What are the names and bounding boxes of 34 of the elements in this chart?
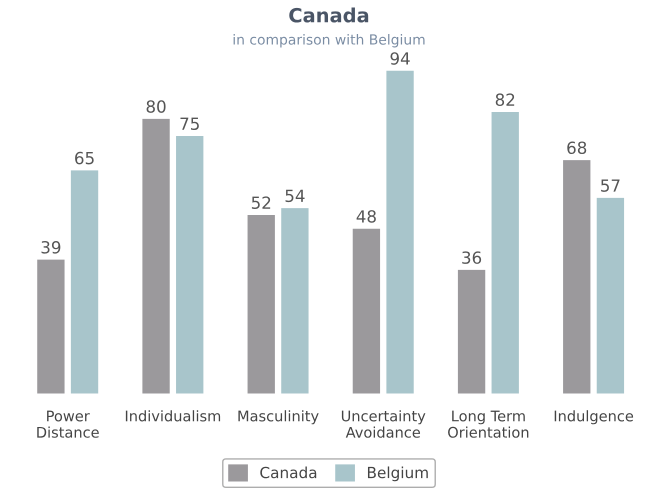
data-label: 94 bbox=[390, 52, 410, 65]
bar bbox=[386, 70, 414, 394]
data-label: 48 bbox=[356, 210, 376, 223]
bar bbox=[142, 118, 170, 394]
data-label: 68 bbox=[567, 141, 586, 154]
legend-label: Canada bbox=[260, 466, 316, 478]
bar bbox=[458, 270, 486, 394]
data-label: 75 bbox=[180, 118, 199, 130]
data-label: 52 bbox=[252, 196, 270, 209]
x-tick-label: Individualism bbox=[126, 410, 220, 422]
chart-title: Canada bbox=[289, 8, 368, 23]
chart-subtitle: in comparison with Belgium bbox=[234, 34, 425, 48]
bar bbox=[281, 208, 309, 394]
data-label: 57 bbox=[601, 179, 620, 192]
data-label: 54 bbox=[286, 190, 305, 202]
data-label: 80 bbox=[146, 100, 166, 113]
data-label: 36 bbox=[462, 251, 482, 264]
bar bbox=[176, 136, 204, 394]
bar bbox=[596, 198, 624, 394]
legend-label: Belgium bbox=[368, 466, 428, 482]
bar bbox=[248, 215, 275, 394]
x-tick-label: Uncertainty Avoidance bbox=[342, 410, 426, 438]
x-tick-label: Masculinity bbox=[238, 410, 319, 424]
data-label: 65 bbox=[75, 152, 94, 164]
data-label: 39 bbox=[42, 241, 60, 254]
bar bbox=[352, 228, 380, 394]
x-tick-label: Long Term Orientation bbox=[448, 410, 528, 438]
bar bbox=[492, 112, 519, 394]
x-tick-label: Power Distance bbox=[37, 410, 99, 438]
data-label: 82 bbox=[496, 93, 514, 106]
bar bbox=[70, 170, 98, 394]
x-tick-label: Indulgence bbox=[554, 410, 634, 424]
bar bbox=[37, 260, 65, 394]
bar bbox=[563, 160, 590, 394]
